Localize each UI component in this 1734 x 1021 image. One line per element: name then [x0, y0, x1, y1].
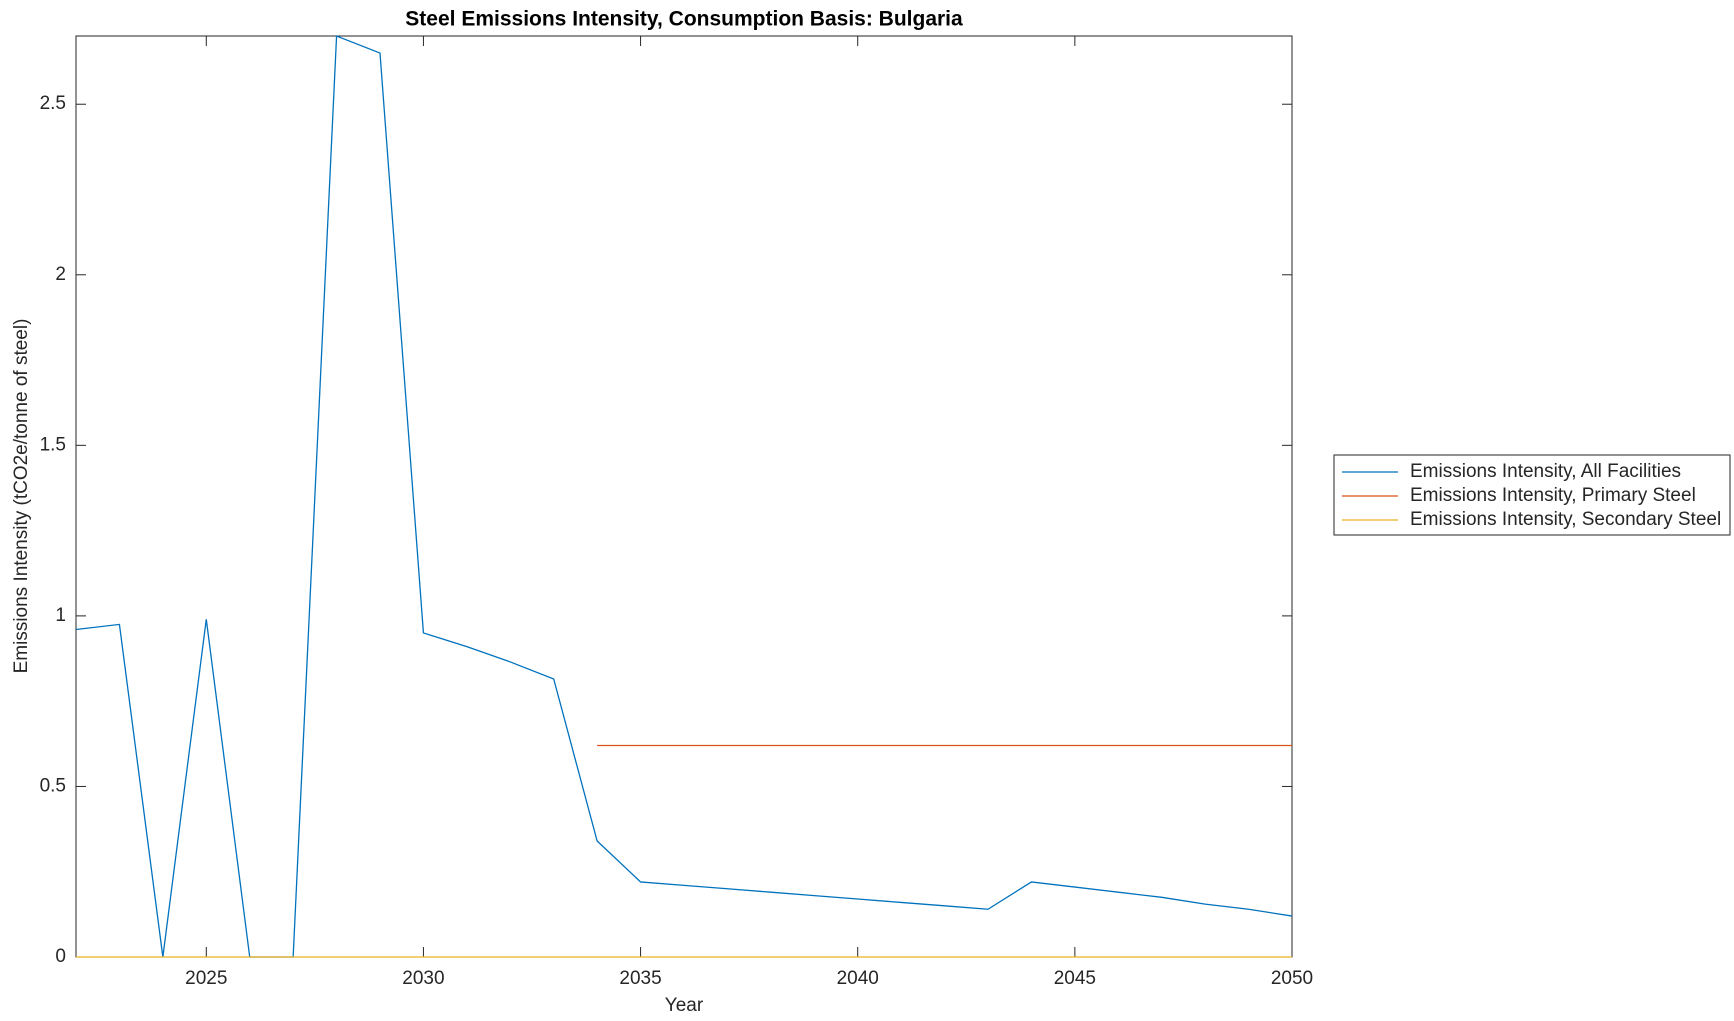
legend-label: Emissions Intensity, All Facilities — [1410, 461, 1681, 482]
legend-label: Emissions Intensity, Secondary Steel — [1410, 509, 1721, 530]
y-tick-label: 2 — [55, 264, 66, 285]
x-tick-label: 2030 — [402, 968, 444, 989]
y-tick-label: 1 — [55, 605, 66, 626]
chart-title: Steel Emissions Intensity, Consumption B… — [405, 8, 963, 31]
y-tick-label: 0.5 — [40, 775, 66, 796]
y-tick-label: 2.5 — [40, 93, 66, 114]
legend-box — [1333, 454, 1731, 536]
plot-area — [75, 35, 1293, 958]
x-tick-label: 2025 — [185, 968, 227, 989]
x-tick-label: 2045 — [1054, 968, 1096, 989]
x-tick-label: 2040 — [837, 968, 879, 989]
x-tick-label: 2035 — [619, 968, 661, 989]
y-axis-label: Emissions Intensity (tCO2e/tonne of stee… — [11, 319, 32, 674]
y-tick-label: 1.5 — [40, 434, 66, 455]
x-tick-label: 2050 — [1271, 968, 1313, 989]
y-tick-label: 0 — [55, 946, 66, 967]
x-axis-label: Year — [665, 995, 704, 1016]
legend-label: Emissions Intensity, Primary Steel — [1410, 485, 1696, 506]
